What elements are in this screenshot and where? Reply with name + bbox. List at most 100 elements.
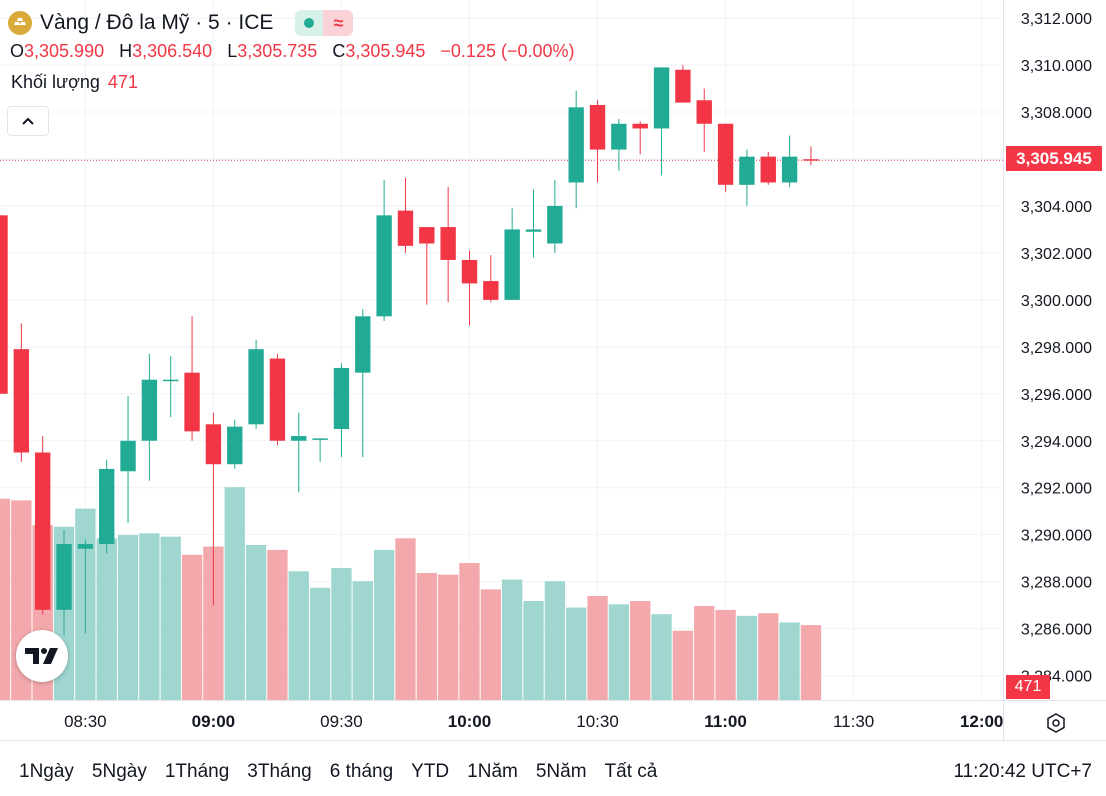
- volume-bar: [373, 549, 395, 700]
- x-tick-label: 10:00: [448, 712, 491, 731]
- candle: [547, 180, 563, 253]
- range-button[interactable]: 5Năm: [535, 761, 587, 782]
- symbol-header: Vàng / Đô la Mỹ · 5 · ICE ≈: [8, 8, 354, 38]
- market-status[interactable]: ≈: [295, 10, 354, 36]
- candle-body: [355, 316, 371, 373]
- settings-icon: [1047, 713, 1065, 733]
- volume-bar: [715, 609, 736, 700]
- x-tick-label: 11:00: [704, 712, 747, 731]
- range-button[interactable]: 6 tháng: [329, 761, 394, 782]
- candle-body: [611, 123, 627, 150]
- candle: [653, 67, 670, 176]
- volume-value: 471: [107, 72, 138, 92]
- candle: [461, 250, 478, 326]
- range-button[interactable]: 1Ngày: [19, 761, 74, 782]
- candle: [312, 438, 328, 462]
- change-value: −0.125 (−0.00%): [440, 41, 575, 61]
- volume-bar: [288, 571, 309, 700]
- symbol-title[interactable]: Vàng / Đô la Mỹ · 5 · ICE: [40, 11, 274, 34]
- candle: [717, 123, 734, 192]
- market-open-dot-icon: [295, 10, 324, 36]
- volume-bar: [352, 581, 373, 700]
- range-button[interactable]: YTD: [411, 761, 450, 782]
- volume-bar: [800, 625, 822, 700]
- candle: [34, 436, 51, 615]
- tradingview-logo[interactable]: [16, 630, 68, 682]
- bottom-toolbar: 1Ngày 5Ngày 1Tháng 3Tháng 6 tháng YTD 1Năm 5Năm…: [0, 740, 1106, 796]
- volume-bar: [608, 604, 630, 700]
- range-button[interactable]: 5Ngày: [91, 761, 147, 782]
- y-tick-label: 3,294.000: [1021, 434, 1092, 451]
- volume-bar: [630, 601, 651, 700]
- candle-body: [440, 227, 456, 260]
- volume-legend: Khối lượng 471: [11, 72, 138, 93]
- candle-body: [589, 104, 606, 150]
- price-chart[interactable]: 3,284.0003,286.0003,288.0003,290.0003,29…: [0, 0, 1106, 740]
- volume-bar: [459, 563, 480, 700]
- volume-bar: [566, 607, 587, 700]
- candle-body: [13, 349, 30, 453]
- tradingview-logo-icon: [25, 648, 58, 664]
- y-tick-label: 3,304.000: [1021, 199, 1092, 216]
- candle-body: [376, 215, 392, 317]
- clock[interactable]: 11:20:42 UTC+7: [953, 761, 1092, 782]
- high-value: 3,306.540: [132, 41, 213, 61]
- volume-bar: [96, 538, 117, 700]
- candles: [0, 65, 819, 636]
- candle: [56, 529, 72, 636]
- candle-body: [269, 358, 286, 441]
- candle-body: [760, 156, 776, 183]
- candle-body: [56, 544, 72, 610]
- candle-body: [333, 367, 350, 430]
- candle: [77, 539, 94, 634]
- volume-bar: [309, 587, 331, 700]
- volume-bar: [117, 535, 139, 700]
- candle: [120, 396, 136, 523]
- candle: [163, 356, 179, 418]
- candle-body: [803, 159, 819, 161]
- candle-body: [248, 349, 264, 425]
- range-button[interactable]: Tất cả: [604, 761, 658, 782]
- candle: [675, 65, 691, 103]
- volume-bar: [758, 613, 779, 700]
- candle: [376, 180, 392, 321]
- candle-body: [184, 372, 200, 432]
- volume-bar: [181, 554, 203, 700]
- y-tick-label: 3,308.000: [1021, 105, 1092, 122]
- volume-bar: [672, 630, 694, 700]
- candle: [184, 316, 200, 441]
- candle: [269, 353, 286, 446]
- axis-settings-button[interactable]: [1044, 711, 1068, 735]
- chart-grid: [0, 0, 1106, 740]
- range-button[interactable]: 1Năm: [467, 761, 518, 782]
- candle: [760, 151, 776, 185]
- volume-bar: [331, 568, 352, 700]
- y-tick-label: 3,296.000: [1021, 387, 1092, 404]
- candle-body: [205, 424, 222, 465]
- candle-body: [739, 156, 755, 185]
- volume-bar: [694, 605, 715, 700]
- candle-body: [312, 438, 328, 440]
- candle: [291, 412, 307, 493]
- volume-bars: [0, 487, 822, 700]
- volume-bar: [395, 538, 416, 700]
- collapse-legend-button[interactable]: [7, 106, 49, 136]
- x-tick-label: 11:30: [833, 712, 874, 731]
- open-value: 3,305.990: [24, 41, 105, 61]
- range-button[interactable]: 1Tháng: [164, 761, 230, 782]
- candle: [504, 208, 520, 300]
- candle: [781, 135, 798, 188]
- candle-body: [525, 229, 542, 232]
- candle-body: [77, 544, 94, 549]
- x-axis: 08:30 09:00 09:30 10:00 10:30 11:00 11:30 12:00: [64, 712, 1003, 731]
- candle: [355, 309, 371, 458]
- candle-body: [397, 210, 414, 246]
- candle: [611, 119, 627, 171]
- x-tick-label: 09:00: [192, 712, 235, 731]
- range-button[interactable]: 3Tháng: [247, 761, 312, 782]
- y-tick-label: 3,288.000: [1021, 575, 1092, 592]
- y-tick-label: 3,302.000: [1021, 246, 1092, 263]
- candle-body: [504, 229, 520, 300]
- y-tick-label: 3,292.000: [1021, 481, 1092, 498]
- candle: [99, 459, 115, 554]
